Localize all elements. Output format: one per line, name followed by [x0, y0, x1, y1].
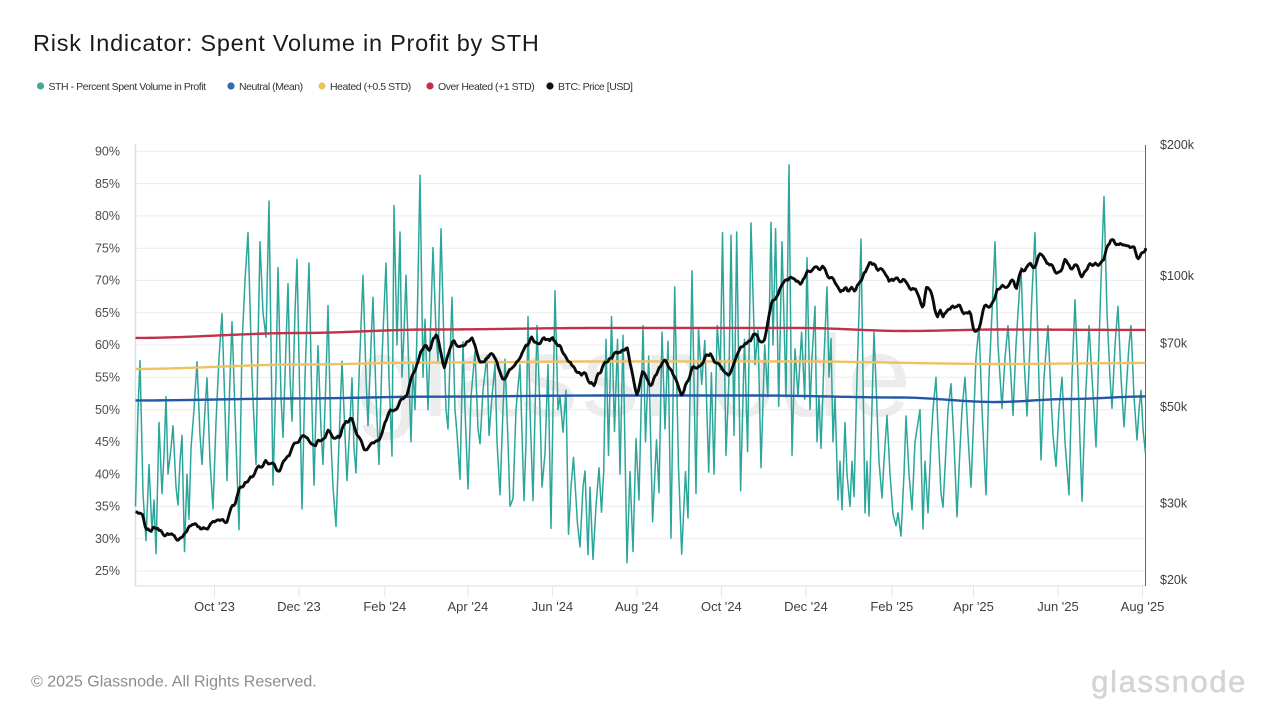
svg-text:$200k: $200k	[1160, 138, 1195, 152]
svg-text:Risk Indicator: Spent Volume i: Risk Indicator: Spent Volume in Profit b…	[33, 30, 540, 56]
svg-text:$30k: $30k	[1160, 497, 1188, 511]
svg-text:Over Heated (+1 STD): Over Heated (+1 STD)	[438, 81, 534, 93]
svg-text:Jun '24: Jun '24	[532, 599, 574, 614]
svg-text:$20k: $20k	[1160, 573, 1188, 587]
svg-text:25%: 25%	[95, 564, 120, 578]
svg-text:Neutral (Mean): Neutral (Mean)	[239, 81, 303, 93]
svg-text:55%: 55%	[95, 371, 120, 385]
svg-text:50%: 50%	[95, 403, 120, 417]
svg-text:85%: 85%	[95, 177, 120, 191]
svg-text:Heated (+0.5 STD): Heated (+0.5 STD)	[330, 81, 411, 93]
svg-text:80%: 80%	[95, 209, 120, 223]
svg-text:Dec '23: Dec '23	[277, 599, 321, 614]
svg-text:Dec '24: Dec '24	[784, 599, 828, 614]
svg-text:70%: 70%	[95, 274, 120, 288]
svg-text:$50k: $50k	[1160, 400, 1188, 414]
svg-text:Aug '24: Aug '24	[615, 599, 659, 614]
svg-text:$100k: $100k	[1160, 269, 1195, 283]
svg-text:35%: 35%	[95, 500, 120, 514]
svg-text:Jun '25: Jun '25	[1037, 599, 1079, 614]
svg-text:30%: 30%	[95, 532, 120, 546]
svg-text:45%: 45%	[95, 435, 120, 449]
svg-text:Apr '24: Apr '24	[448, 599, 489, 614]
svg-text:65%: 65%	[95, 306, 120, 320]
svg-text:Oct '23: Oct '23	[194, 599, 235, 614]
svg-text:40%: 40%	[95, 467, 120, 481]
svg-text:© 2025 Glassnode. All Rights R: © 2025 Glassnode. All Rights Reserved.	[31, 674, 317, 691]
svg-text:75%: 75%	[95, 241, 120, 255]
svg-text:STH - Percent Spent Volume in: STH - Percent Spent Volume in Profit	[49, 81, 207, 93]
svg-text:BTC: Price [USD]: BTC: Price [USD]	[558, 81, 633, 93]
svg-text:90%: 90%	[95, 145, 120, 159]
svg-text:glassnode: glassnode	[1091, 664, 1247, 699]
svg-text:Aug '25: Aug '25	[1121, 599, 1165, 614]
svg-text:$70k: $70k	[1160, 337, 1188, 351]
svg-text:Apr '25: Apr '25	[953, 599, 994, 614]
svg-text:Oct '24: Oct '24	[701, 599, 742, 614]
svg-text:Feb '24: Feb '24	[363, 599, 406, 614]
svg-text:60%: 60%	[95, 338, 120, 352]
svg-text:Feb '25: Feb '25	[870, 599, 913, 614]
